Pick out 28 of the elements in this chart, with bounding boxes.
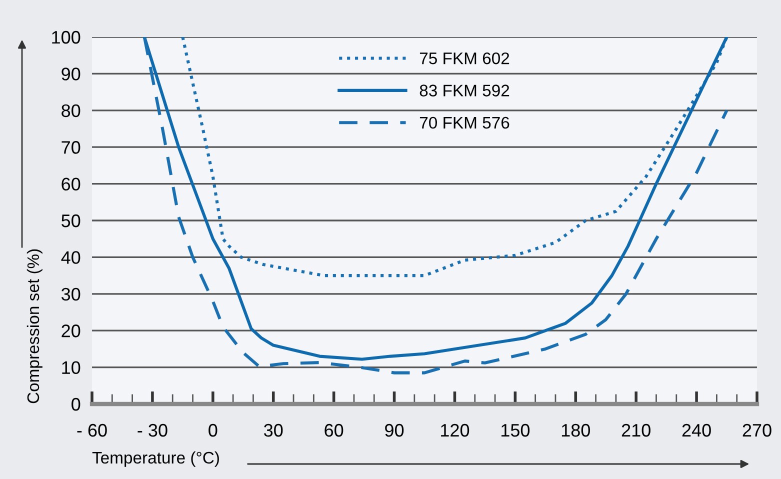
legend-label: 70 FKM 576 [420,116,510,129]
y-tick-label: 60 [62,178,80,191]
y-tick-label: 0 [72,398,80,411]
x-tick-label: 0 [208,424,218,437]
x-tick-label: 120 [441,424,470,437]
y-tick-label: 80 [62,104,80,118]
x-tick-label: 270 [742,424,772,437]
x-tick-label: 180 [562,424,590,437]
x-tick-label: 210 [622,424,650,437]
x-tick-label: 90 [385,424,404,437]
y-tick-label: 40 [61,251,80,264]
y-tick-label: 50 [62,214,80,228]
y-tick-label: 10 [62,361,80,374]
y-axis-title: Compression set (%) [26,249,42,404]
x-tick-label: - 30 [138,424,168,437]
x-tick-label: 150 [502,424,530,437]
y-tick-label: 70 [62,141,80,154]
legend-label: 83 FKM 592 [420,84,510,96]
y-tick-label: 100 [52,30,80,44]
y-tick-label: 30 [61,288,80,301]
x-axis-title: Temperature (°C) [92,451,219,467]
x-tick-label: 60 [324,424,344,437]
x-tick-label: 30 [264,424,283,437]
x-tick-label: - 60 [77,424,107,437]
legend-label: 75 FKM 602 [420,52,510,64]
x-tick-label: 240 [682,424,711,437]
y-tick-label: 20 [62,324,80,338]
y-tick-label: 90 [62,68,80,80]
